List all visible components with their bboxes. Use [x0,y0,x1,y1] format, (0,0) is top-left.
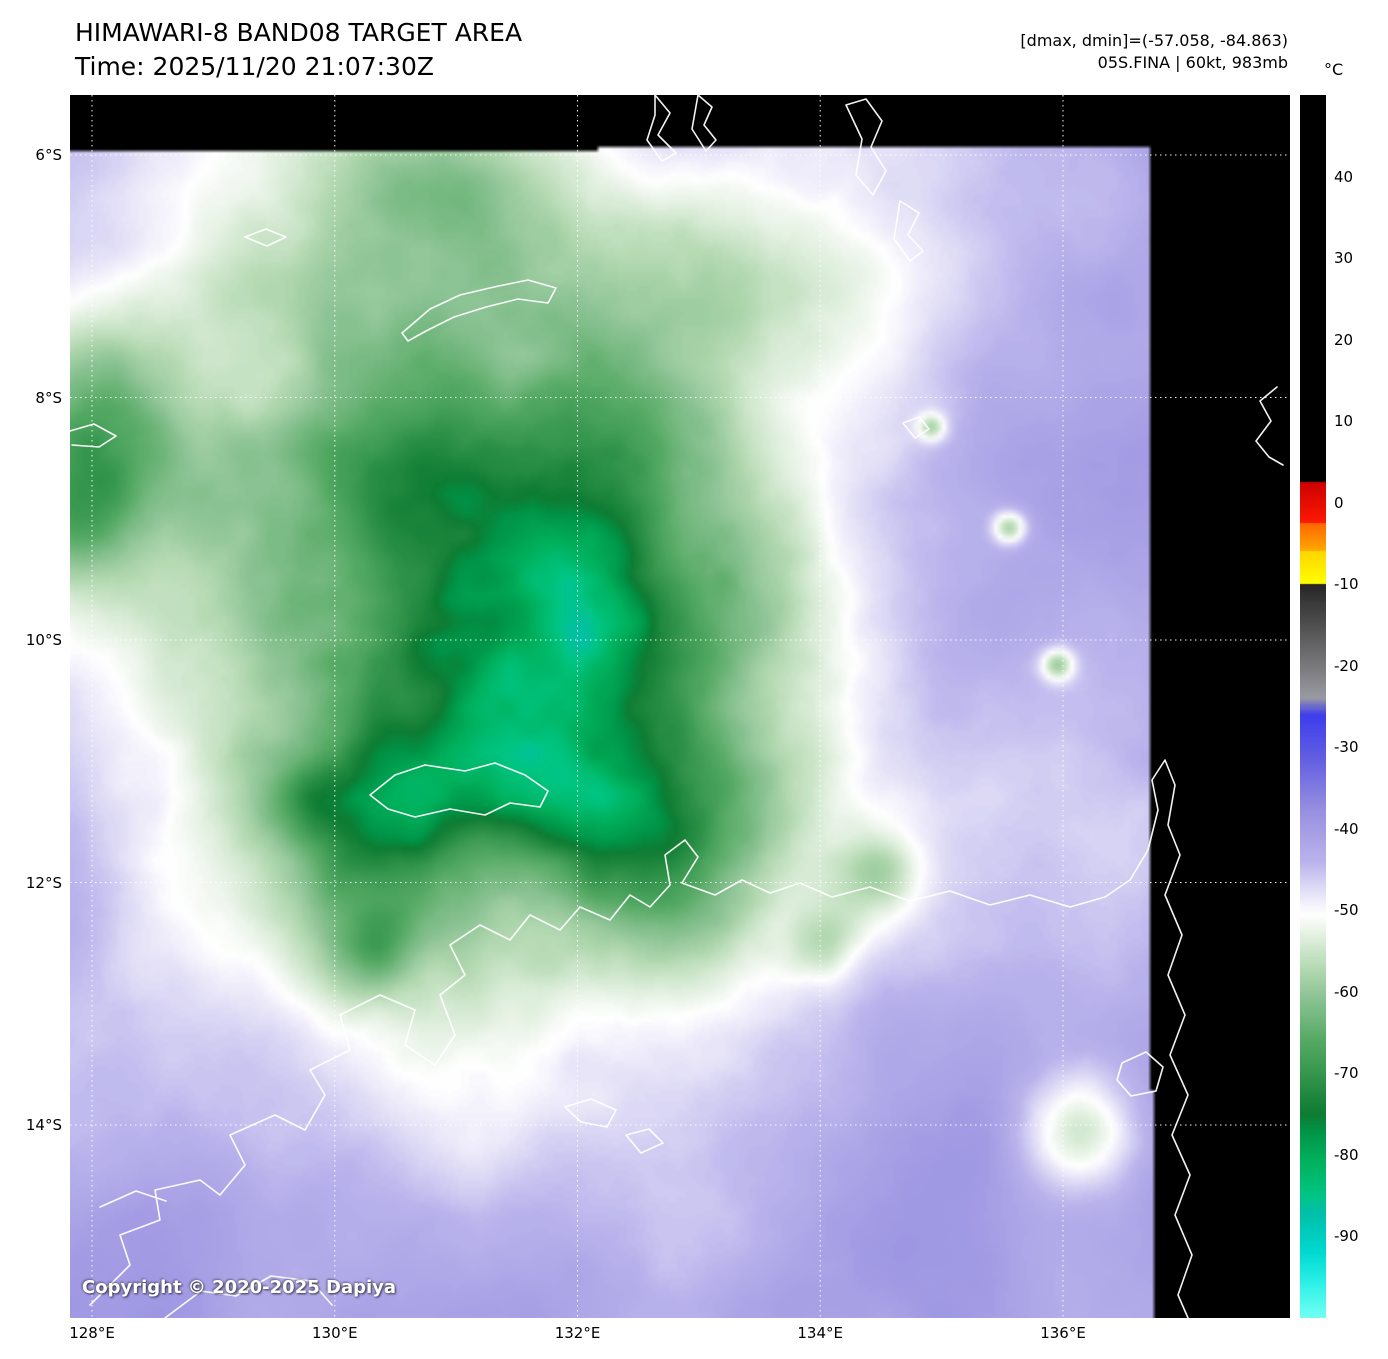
colorbar-tick-label: -50 [1334,901,1359,920]
coastline [893,200,924,262]
colorbar-tick-label: -70 [1334,1064,1359,1083]
colorbar-tick-label: 20 [1334,330,1354,349]
colorbar-tick-label: -20 [1334,656,1359,675]
coastline [625,1128,664,1154]
coastline [164,1275,333,1318]
coastline [89,759,1193,1318]
lon-tick-label: 136°E [1040,1324,1086,1342]
coastline [646,95,677,162]
coastline [1116,1051,1164,1097]
coastline [691,95,717,152]
coastline [1255,386,1284,466]
colorbar-tick-label: 10 [1334,412,1354,431]
coastline [99,1190,167,1208]
lat-tick-label: 10°S [25,631,62,649]
coastline [244,228,287,247]
colorbar-unit-label: °C [1324,60,1344,79]
satellite-image-canvas [70,95,1290,1318]
colorbar-tick-label: 30 [1334,249,1354,268]
figure-time: Time: 2025/11/20 21:07:30Z [75,52,434,81]
coastline [845,98,887,196]
lon-tick-label: 132°E [554,1324,601,1342]
map-plot-area: Copyright © 2020-2025 Dapiya [70,95,1290,1318]
lat-tick-label: 6°S [35,146,62,164]
lat-tick-label: 14°S [25,1116,62,1134]
coastline [369,762,549,818]
colorbar-tick-label: 40 [1334,167,1354,186]
colorbar-tick-label: 0 [1334,493,1344,512]
lon-tick-label: 128°E [69,1324,115,1342]
colorbar-tick-label: -40 [1334,819,1359,838]
coastline [902,416,930,439]
colorbar-tick-label: -80 [1334,1145,1359,1164]
storm-info-text: 05S.FINA | 60kt, 983mb [1097,53,1288,72]
colorbar-tick-label: -30 [1334,738,1359,757]
colorbar-tick-label: -60 [1334,982,1359,1001]
lon-tick-label: 130°E [311,1324,358,1342]
coastline [70,423,117,448]
coastline [564,1098,617,1128]
dmax-dmin-text: [dmax, dmin]=(-57.058, -84.863) [1020,31,1288,50]
colorbar-tick-label: -10 [1334,575,1359,594]
lat-tick-label: 8°S [35,388,62,407]
colorbar [1300,95,1326,1318]
coastline [401,279,557,342]
colorbar-tick-label: -90 [1334,1227,1359,1246]
lon-tick-label: 134°E [797,1324,843,1342]
copyright-text: Copyright © 2020-2025 Dapiya [82,1277,397,1298]
map-overlay [70,95,1290,1318]
figure-title: HIMAWARI-8 BAND08 TARGET AREA [75,18,523,47]
lat-tick-label: 12°S [25,873,62,892]
header-annotations: [dmax, dmin]=(-57.058, -84.863) 05S.FINA… [1020,30,1288,74]
